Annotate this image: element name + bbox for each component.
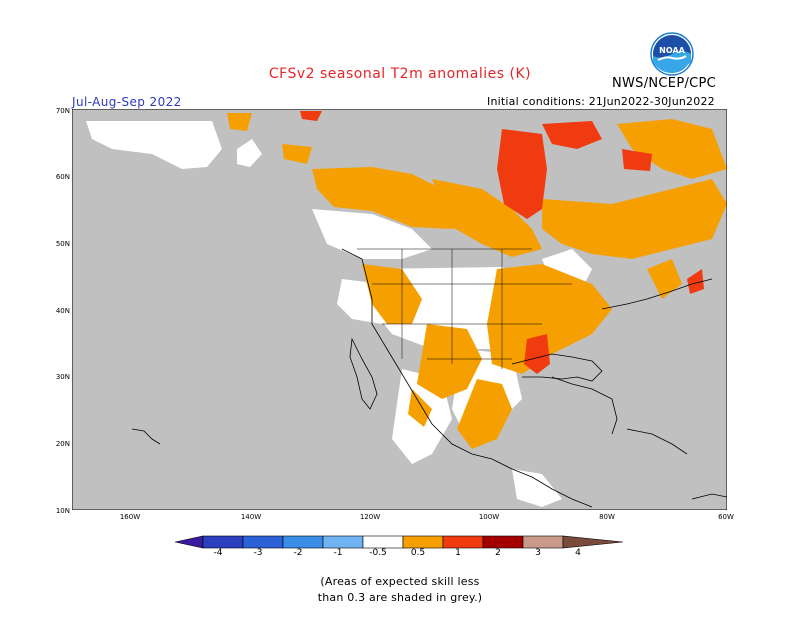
colorbar-tick-label: 4 [575,548,581,558]
lat-label-60n: 60N [55,173,70,181]
lat-label-30n: 30N [55,373,70,381]
chart-title: CFSv2 seasonal T2m anomalies (K) [268,66,532,82]
lat-label-40n: 40N [55,307,70,315]
initial-conditions-label: Initial conditions: 21Jun2022-30Jun2022 [487,95,715,108]
lon-label-120w: 120W [359,513,381,521]
colorbar-tick-label: -3 [253,548,263,558]
colorbar-segment [482,535,524,549]
lat-label-50n: 50N [55,240,70,248]
colorbar-tick-label: -1 [333,548,343,558]
colorbar-segment [202,535,244,549]
lat-label-20n: 20N [55,440,70,448]
agency-label: NWS/NCEP/CPC [612,76,717,91]
colorbar-tick-label: -2 [293,548,303,558]
colorbar-tick-label: 1 [455,548,461,558]
colorbar-segment [322,535,364,549]
lat-label-70n: 70N [55,107,70,115]
footnote-line-1: (Areas of expected skill less [320,575,480,588]
colorbar-segment [562,535,624,549]
colorbar-segment [362,535,404,549]
colorbar-segment [175,535,204,549]
colorbar-segment [442,535,484,549]
colorbar-tick-label: 0.5 [410,548,426,558]
state-borders [357,248,572,369]
colorbar-segment [282,535,324,549]
footnote-line-2: than 0.3 are shaded in grey.) [317,591,483,604]
colorbar-tick-label: 2 [495,548,501,558]
colorbar-tick-label: -4 [213,548,223,558]
anomaly-1-to-2-regions [300,111,704,374]
season-label: Jul-Aug-Sep 2022 [72,95,182,109]
lat-label-10n: 10N [55,507,70,515]
lon-label-60w: 60W [718,513,734,521]
colorbar-tick-label: -0.5 [369,548,387,558]
colorbar-segment [242,535,284,549]
lon-label-100w: 100W [478,513,500,521]
colorbar-segment [522,535,564,549]
anomaly-map [72,109,727,510]
lon-label-80w: 80W [599,513,615,521]
noaa-logo: NOAA [650,32,694,76]
lon-label-140w: 140W [240,513,262,521]
logo-text: NOAA [659,46,685,55]
colorbar-tick-label: 3 [535,548,541,558]
colorbar-segment [402,535,444,549]
anomaly-0-5-to-1-regions [227,113,727,449]
coastlines [131,248,727,508]
lon-label-160w: 160W [119,513,141,521]
colorbar [175,535,624,549]
